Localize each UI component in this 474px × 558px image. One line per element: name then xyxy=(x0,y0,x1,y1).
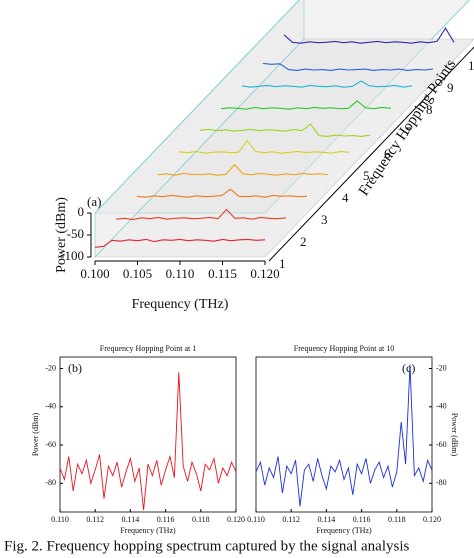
x-tick-label: 0.115 xyxy=(208,266,237,281)
y-tick-label: -100 xyxy=(60,248,84,263)
x-tick-label: 0.114 xyxy=(318,515,336,524)
plot-frame xyxy=(59,356,237,513)
x-tick-label: 0.120 xyxy=(423,515,441,524)
y-tick-label: -20 xyxy=(45,363,56,372)
x-tick-label: 0.120 xyxy=(250,266,279,281)
floor xyxy=(94,38,474,258)
x-tick-label: 0.100 xyxy=(80,266,109,281)
x-tick-label: 0.114 xyxy=(122,515,140,524)
y-tick-label: -50 xyxy=(67,226,84,241)
z-tick-label: 5 xyxy=(363,168,370,183)
x-tick-label: 0.110 xyxy=(51,515,69,524)
trace xyxy=(59,372,237,511)
y-axis-label: Power (dBm) xyxy=(31,413,40,457)
z-tick-label: 8 xyxy=(426,102,433,117)
x-tick-label: 0.110 xyxy=(247,515,265,524)
x-tick-label: 0.118 xyxy=(388,515,406,524)
z-tick-label: 4 xyxy=(342,190,349,205)
y-tick-label: -60 xyxy=(45,440,56,449)
x-tick-label: 0.105 xyxy=(123,266,152,281)
panel-label: (b) xyxy=(68,361,82,375)
x-tick-label: 0.110 xyxy=(166,266,195,281)
x-axis-label: Frequency (THz) xyxy=(120,526,176,535)
z-axis xyxy=(268,46,474,262)
plot-title: Frequency Hopping Point at 1 xyxy=(100,344,196,353)
x-tick-label: 0.116 xyxy=(157,515,175,524)
z-tick-label: 7 xyxy=(405,124,412,139)
x-axis-label: Frequency (THz) xyxy=(132,297,229,312)
trace xyxy=(157,163,329,176)
trace xyxy=(255,364,433,507)
y-tick-label: -40 xyxy=(436,402,447,411)
z-tick-label: 10 xyxy=(468,58,474,73)
y-tick-label: -40 xyxy=(45,402,56,411)
z-tick-label: 9 xyxy=(447,80,454,95)
trace xyxy=(94,238,266,248)
z-tick-label: 3 xyxy=(321,212,328,227)
trace xyxy=(178,139,350,154)
z-tick-label: 1 xyxy=(279,256,286,271)
trace xyxy=(241,80,413,88)
y-tick-label: -80 xyxy=(45,478,56,487)
caption: Fig. 2. Frequency hopping spectrum captu… xyxy=(4,538,409,554)
trace xyxy=(283,27,455,44)
y-axis-label: Power (dBm) xyxy=(54,197,69,273)
panel-label: (a) xyxy=(87,194,101,209)
plot-title: Frequency Hopping Point at 10 xyxy=(294,344,394,353)
trace xyxy=(136,188,308,198)
panel-label: (c) xyxy=(402,361,415,375)
z-tick-label: 6 xyxy=(384,146,391,161)
trace xyxy=(262,62,434,71)
y-tick-label: -20 xyxy=(436,363,447,372)
side-wall xyxy=(94,0,305,258)
y-axis-label: Power (dBm) xyxy=(450,413,459,457)
y-tick-label: -80 xyxy=(436,478,447,487)
x-tick-label: 0.116 xyxy=(353,515,371,524)
x-tick-label: 0.118 xyxy=(192,515,210,524)
z-tick-label: 2 xyxy=(300,234,307,249)
x-tick-label: 0.120 xyxy=(227,515,245,524)
x-axis-label: Frequency (THz) xyxy=(316,526,372,535)
plot-frame xyxy=(255,356,433,513)
y-tick-label: -60 xyxy=(436,440,447,449)
x-tick-label: 0.112 xyxy=(86,515,104,524)
y-tick-label: 0 xyxy=(78,204,85,219)
trace xyxy=(115,208,287,221)
trace xyxy=(220,100,392,110)
trace xyxy=(199,123,371,137)
x-tick-label: 0.112 xyxy=(282,515,300,524)
